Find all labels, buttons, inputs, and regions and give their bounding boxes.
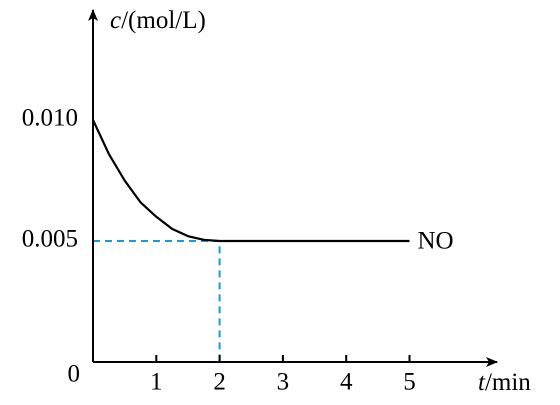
x-tick-label: 1 bbox=[150, 369, 163, 396]
x-axis-label: t/min bbox=[478, 369, 531, 396]
series-label: NO bbox=[418, 228, 454, 255]
y-tick-label: 0.005 bbox=[22, 226, 78, 253]
data-line bbox=[92, 119, 410, 243]
origin-label: 0 bbox=[68, 361, 81, 388]
y-tick-label: 0.010 bbox=[22, 105, 78, 132]
guide-line bbox=[93, 240, 221, 362]
x-tick-label: 5 bbox=[403, 369, 416, 396]
x-tick-label: 3 bbox=[277, 369, 290, 396]
x-tick-label: 4 bbox=[340, 369, 353, 396]
x-tick-label: 2 bbox=[213, 369, 226, 396]
y-axis-label: c/(mol/L) bbox=[110, 7, 206, 34]
